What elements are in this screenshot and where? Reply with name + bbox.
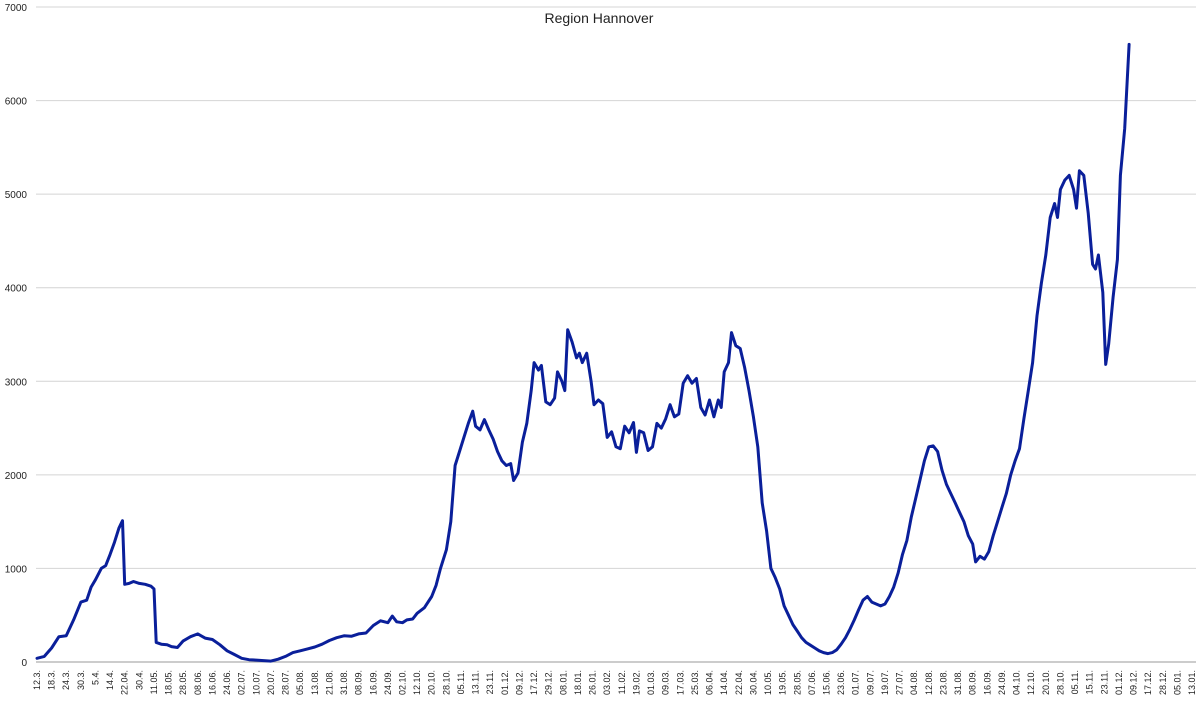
y-tick-label: 6000 bbox=[5, 97, 28, 108]
x-tick-label: 04.10. bbox=[1012, 670, 1022, 695]
x-tick-label: 28.10. bbox=[441, 670, 451, 695]
x-tick-label: 30.04. bbox=[748, 670, 758, 695]
x-tick-label: 23.11. bbox=[1099, 670, 1109, 694]
x-tick-label: 19.02. bbox=[631, 670, 641, 695]
x-tick-label: 08.06. bbox=[193, 670, 203, 695]
x-tick-label: 02.10. bbox=[398, 670, 408, 695]
x-tick-label: 01.03. bbox=[646, 670, 656, 695]
x-tick-label: 24.09. bbox=[997, 670, 1007, 695]
x-tick-label: 15.06. bbox=[821, 670, 831, 695]
x-tick-label: 24.3. bbox=[61, 670, 71, 690]
x-tick-label: 30.4. bbox=[134, 670, 144, 690]
x-tick-label: 09.07. bbox=[865, 670, 875, 695]
x-tick-label: 27.07. bbox=[895, 670, 905, 695]
x-tick-label: 24.06. bbox=[222, 670, 232, 695]
x-tick-label: 12.10. bbox=[1026, 670, 1036, 695]
x-tick-label: 28.12. bbox=[1158, 670, 1168, 695]
y-tick-label: 1000 bbox=[5, 564, 28, 575]
x-tick-label: 23.08. bbox=[938, 670, 948, 695]
x-tick-label: 05.11. bbox=[1070, 670, 1080, 694]
x-tick-label: 12.10. bbox=[412, 670, 422, 695]
x-tick-label: 25.03. bbox=[690, 670, 700, 695]
x-tick-label: 13.11. bbox=[471, 670, 481, 694]
x-tick-label: 13.08. bbox=[310, 670, 320, 695]
x-tick-label: 28.05. bbox=[792, 670, 802, 695]
x-tick-label: 5.4. bbox=[90, 670, 100, 685]
x-tick-label: 06.04. bbox=[705, 670, 715, 695]
grid-lines bbox=[36, 6, 1196, 569]
x-tick-label: 18.3. bbox=[47, 670, 57, 690]
x-tick-label: 16.09. bbox=[982, 670, 992, 695]
x-tick-label: 17.12. bbox=[529, 670, 539, 695]
x-tick-label: 28.07. bbox=[281, 670, 291, 695]
x-tick-label: 28.05. bbox=[178, 670, 188, 695]
x-tick-label: 16.06. bbox=[207, 670, 217, 695]
x-tick-label: 20.10. bbox=[427, 670, 437, 695]
x-tick-label: 30.3. bbox=[76, 670, 86, 690]
x-tick-label: 19.07. bbox=[880, 670, 890, 695]
x-tick-label: 05.01. bbox=[1172, 670, 1182, 695]
x-axis-ticks: 12.3. 18.3. 24.3. 30.3. 5.4. 14.4. 22.04. 30.4.… bbox=[32, 670, 1197, 695]
x-tick-label: 14.04. bbox=[719, 670, 729, 695]
x-tick-label: 29.12. bbox=[544, 670, 554, 695]
x-tick-label: 20.10. bbox=[1041, 670, 1051, 695]
x-tick-label: 28.10. bbox=[1055, 670, 1065, 695]
y-tick-label: 4000 bbox=[5, 284, 28, 295]
x-tick-label: 12.08. bbox=[924, 670, 934, 695]
y-tick-label: 2000 bbox=[5, 471, 28, 482]
x-tick-label: 10.07. bbox=[251, 670, 261, 695]
x-tick-label: 04.08. bbox=[909, 670, 919, 695]
x-tick-label: 26.01. bbox=[588, 670, 598, 695]
y-axis-ticks: 0 1000 2000 3000 4000 5000 6000 7000 bbox=[5, 3, 28, 669]
x-tick-label: 17.03. bbox=[675, 670, 685, 695]
x-tick-label: 31.08. bbox=[953, 670, 963, 695]
x-tick-label: 22.04. bbox=[734, 670, 744, 695]
x-tick-label: 05.08. bbox=[295, 670, 305, 695]
x-tick-label: 03.02. bbox=[602, 670, 612, 695]
x-tick-label: 09.12. bbox=[514, 670, 524, 695]
x-tick-label: 09.12. bbox=[1129, 670, 1139, 695]
x-tick-label: 12.3. bbox=[32, 670, 42, 690]
x-tick-label: 17.12. bbox=[1143, 670, 1153, 695]
x-tick-label: 09.03. bbox=[661, 670, 671, 695]
x-tick-label: 16.09. bbox=[368, 670, 378, 695]
x-tick-label: 05.11. bbox=[456, 670, 466, 694]
x-tick-label: 22.04. bbox=[120, 670, 130, 695]
x-tick-label: 20.07. bbox=[266, 670, 276, 695]
x-tick-label: 18.05. bbox=[164, 670, 174, 695]
x-tick-label: 31.08. bbox=[339, 670, 349, 695]
x-tick-label: 08.09. bbox=[354, 670, 364, 695]
x-tick-label: 24.09. bbox=[383, 670, 393, 695]
x-tick-label: 08.09. bbox=[968, 670, 978, 695]
x-tick-label: 08.01. bbox=[558, 670, 568, 695]
y-tick-label: 0 bbox=[21, 658, 27, 669]
y-tick-label: 3000 bbox=[5, 377, 28, 388]
x-tick-label: 10.05. bbox=[763, 670, 773, 695]
x-tick-label: 01.07. bbox=[851, 670, 861, 695]
x-tick-label: 19.05. bbox=[778, 670, 788, 695]
x-tick-label: 01.12. bbox=[1114, 670, 1124, 695]
chart-title: Region Hannover bbox=[545, 10, 654, 26]
x-tick-label: 21.08. bbox=[324, 670, 334, 695]
x-tick-label: 18.01. bbox=[573, 670, 583, 695]
x-tick-label: 13.01. bbox=[1187, 670, 1197, 695]
y-tick-label: 5000 bbox=[5, 190, 28, 201]
x-tick-label: 11.05. bbox=[149, 670, 159, 694]
x-tick-label: 01.12. bbox=[500, 670, 510, 695]
x-tick-label: 14.4. bbox=[105, 670, 115, 690]
x-tick-label: 11.02. bbox=[617, 670, 627, 694]
x-tick-label: 23.11. bbox=[485, 670, 495, 694]
y-tick-label: 7000 bbox=[5, 3, 28, 14]
x-tick-label: 15.11. bbox=[1085, 670, 1095, 694]
x-tick-label: 23.06. bbox=[836, 670, 846, 695]
series-line bbox=[35, 42, 1131, 663]
x-tick-label: 07.06. bbox=[807, 670, 817, 695]
x-tick-label: 02.07. bbox=[237, 670, 247, 695]
